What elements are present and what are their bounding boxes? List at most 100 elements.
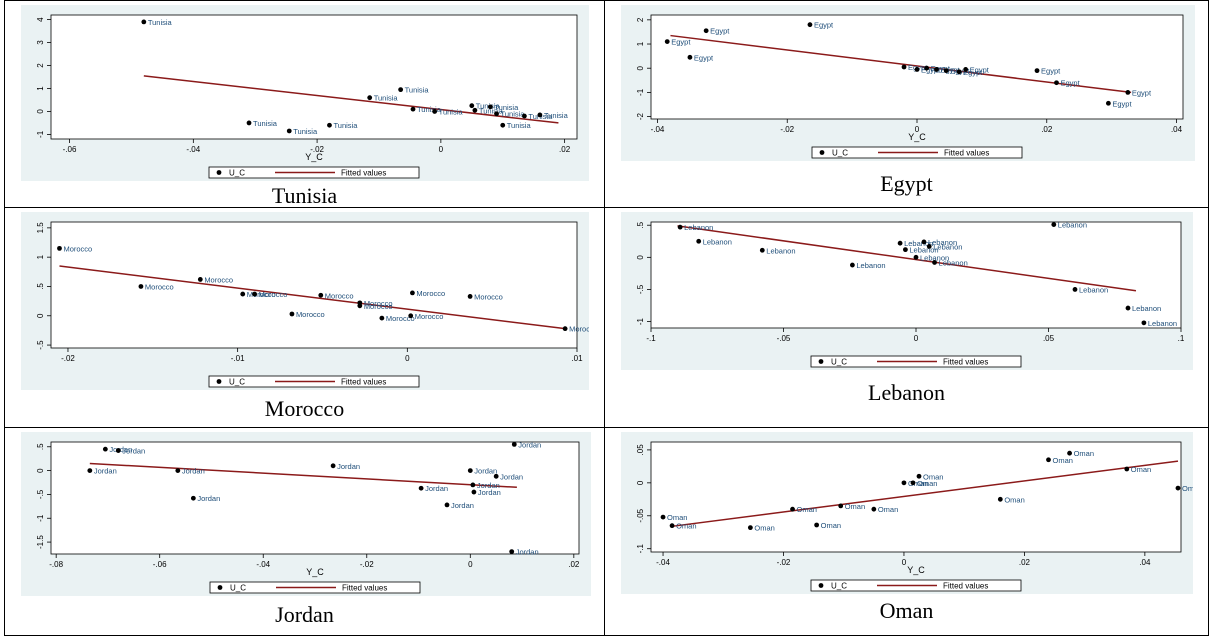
point-label: Egypt — [970, 65, 990, 74]
legend-line-label: Fitted values — [943, 582, 988, 591]
legend-point-marker — [818, 359, 824, 364]
point-label: Tunisia — [417, 105, 442, 114]
data-point — [664, 39, 670, 45]
y-tick-label: 0 — [636, 65, 645, 70]
data-point — [1124, 466, 1130, 472]
x-tick-label: 0 — [915, 125, 920, 134]
data-point — [410, 106, 416, 112]
data-point — [367, 95, 373, 101]
point-label: Morocco — [415, 312, 444, 321]
chart-caption: Morocco — [264, 396, 345, 421]
x-tick-label: -.04 — [186, 145, 200, 154]
point-label: Oman — [1182, 484, 1193, 493]
data-point — [197, 277, 203, 282]
legend-line-label: Fitted values — [943, 358, 988, 367]
y-tick-label: 0 — [36, 109, 45, 114]
data-point — [357, 303, 363, 309]
point-label: Egypt — [1041, 67, 1061, 76]
x-tick-label: -.01 — [231, 354, 245, 363]
point-label: Morocco — [325, 291, 354, 300]
data-point — [956, 69, 962, 75]
data-point — [57, 245, 62, 251]
legend-scatter-label: U_C — [831, 582, 847, 591]
data-point — [897, 240, 903, 246]
point-label: Morocco — [63, 244, 92, 253]
y-tick-label: .5 — [636, 221, 645, 228]
point-label: Egypt — [1060, 79, 1080, 88]
point-label: Tunisia — [501, 110, 526, 119]
chart-panel-lebanon: -.1 -.05 0.05.1 -1 -.5 0.5 Lebanon Lebanon Leban… — [604, 207, 1209, 428]
legend-line-label: Fitted values — [341, 169, 386, 178]
point-label: Morocco — [247, 290, 276, 299]
point-label: Tunisia — [148, 18, 173, 27]
scatter-plot: -.1 -.05 0.05.1-1-.50.5 LebanonLebanonLeban… — [621, 212, 1193, 370]
y-tick-label: -.5 — [36, 340, 45, 350]
point-label: Morocco — [204, 275, 233, 284]
point-label: Tunisia — [479, 106, 504, 115]
legend-line-label: Fitted values — [341, 378, 386, 387]
x-tick-label: .01 — [571, 354, 583, 363]
data-point — [494, 111, 499, 117]
data-point — [286, 128, 292, 134]
data-point — [963, 67, 969, 72]
point-label: Oman — [667, 513, 687, 522]
y-tick-label: -.1 — [636, 543, 645, 553]
fitted-line — [677, 225, 1137, 292]
data-point — [921, 239, 927, 245]
data-point — [379, 315, 385, 321]
data-point — [807, 22, 813, 28]
point-label: Morocco — [474, 292, 503, 301]
data-point — [444, 502, 450, 508]
point-label: Jordan — [425, 484, 448, 493]
point-label: Jordan — [477, 481, 500, 490]
x-tick-label: 0 — [914, 334, 919, 343]
x-tick-label: .05 — [1043, 334, 1055, 343]
legend-line-label: Fitted values — [342, 584, 387, 593]
point-label: Jordan — [451, 501, 474, 510]
point-label: Tunisia — [333, 121, 358, 130]
legend-scatter-label: U_C — [831, 358, 847, 367]
y-tick-label: 2 — [636, 17, 645, 22]
point-label: Jordan — [109, 445, 132, 454]
point-label: Oman — [923, 472, 943, 481]
point-label: Oman — [676, 522, 696, 531]
data-point — [418, 485, 424, 491]
point-label: Oman — [845, 502, 865, 511]
data-point — [914, 67, 920, 72]
x-tick-label: .02 — [1041, 125, 1053, 134]
x-axis-label: Y_C — [305, 152, 323, 162]
data-point — [1034, 68, 1040, 74]
data-point — [913, 254, 919, 260]
plot-area — [650, 14, 1184, 120]
point-label: Oman — [754, 524, 774, 533]
chart-caption: Tunisia — [271, 183, 338, 208]
point-label: Lebanon — [766, 246, 795, 255]
data-point — [141, 19, 147, 25]
data-point — [677, 224, 683, 230]
point-label: Lebanon — [1132, 304, 1161, 313]
point-label: Oman — [878, 505, 898, 514]
point-label: Morocco — [364, 299, 393, 308]
data-point — [408, 313, 414, 319]
x-tick-label: -.04 — [256, 560, 270, 569]
y-tick-label: 3 — [36, 40, 45, 45]
data-point — [398, 87, 404, 93]
y-tick-label: -.5 — [36, 489, 45, 499]
legend-point-marker — [818, 583, 824, 588]
data-point — [472, 107, 478, 113]
y-tick-label: 1 — [36, 254, 45, 259]
data-point — [252, 291, 258, 297]
data-point — [660, 514, 666, 520]
point-label: Jordan — [197, 494, 220, 503]
y-tick-label: -1 — [36, 514, 45, 522]
data-point — [1072, 287, 1078, 292]
point-label: Tunisia — [439, 107, 464, 116]
point-label: Jordan — [474, 467, 497, 476]
point-label: Lebanon — [684, 223, 713, 232]
data-point — [747, 525, 753, 531]
data-point — [87, 468, 93, 473]
plot-area — [50, 441, 580, 555]
point-label: Oman — [908, 479, 928, 488]
y-tick-label: -1 — [636, 317, 645, 325]
